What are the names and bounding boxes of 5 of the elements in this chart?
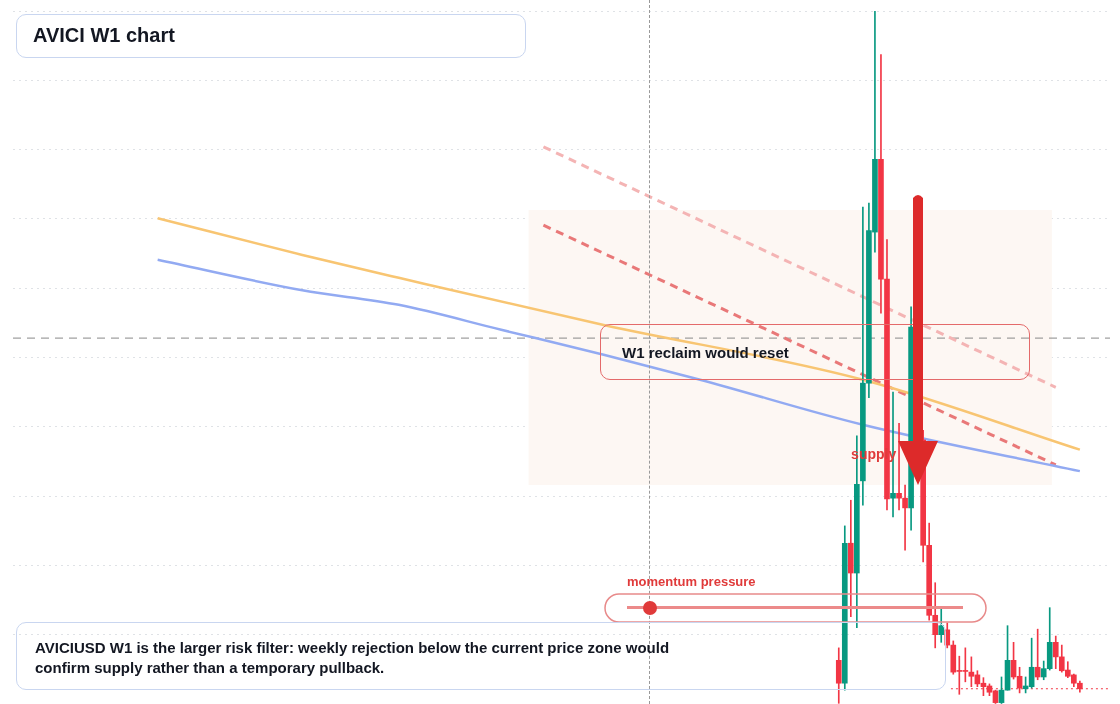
note-card: AVICIUSD W1 is the larger risk filter: weekly rejection below the current price zone would confirm supply rather than a temporary pullback.	[16, 622, 946, 690]
title-card: AVICI W1 chart	[16, 14, 526, 58]
annotation: momentum pressure	[627, 574, 756, 589]
note-card: W1 reclaim would reset	[600, 324, 1030, 380]
annotation: AVICIUSD W1 is the larger risk filter: weekly rejection below the current price zone would confirm supply rather than a temporary pullback.	[35, 638, 671, 678]
